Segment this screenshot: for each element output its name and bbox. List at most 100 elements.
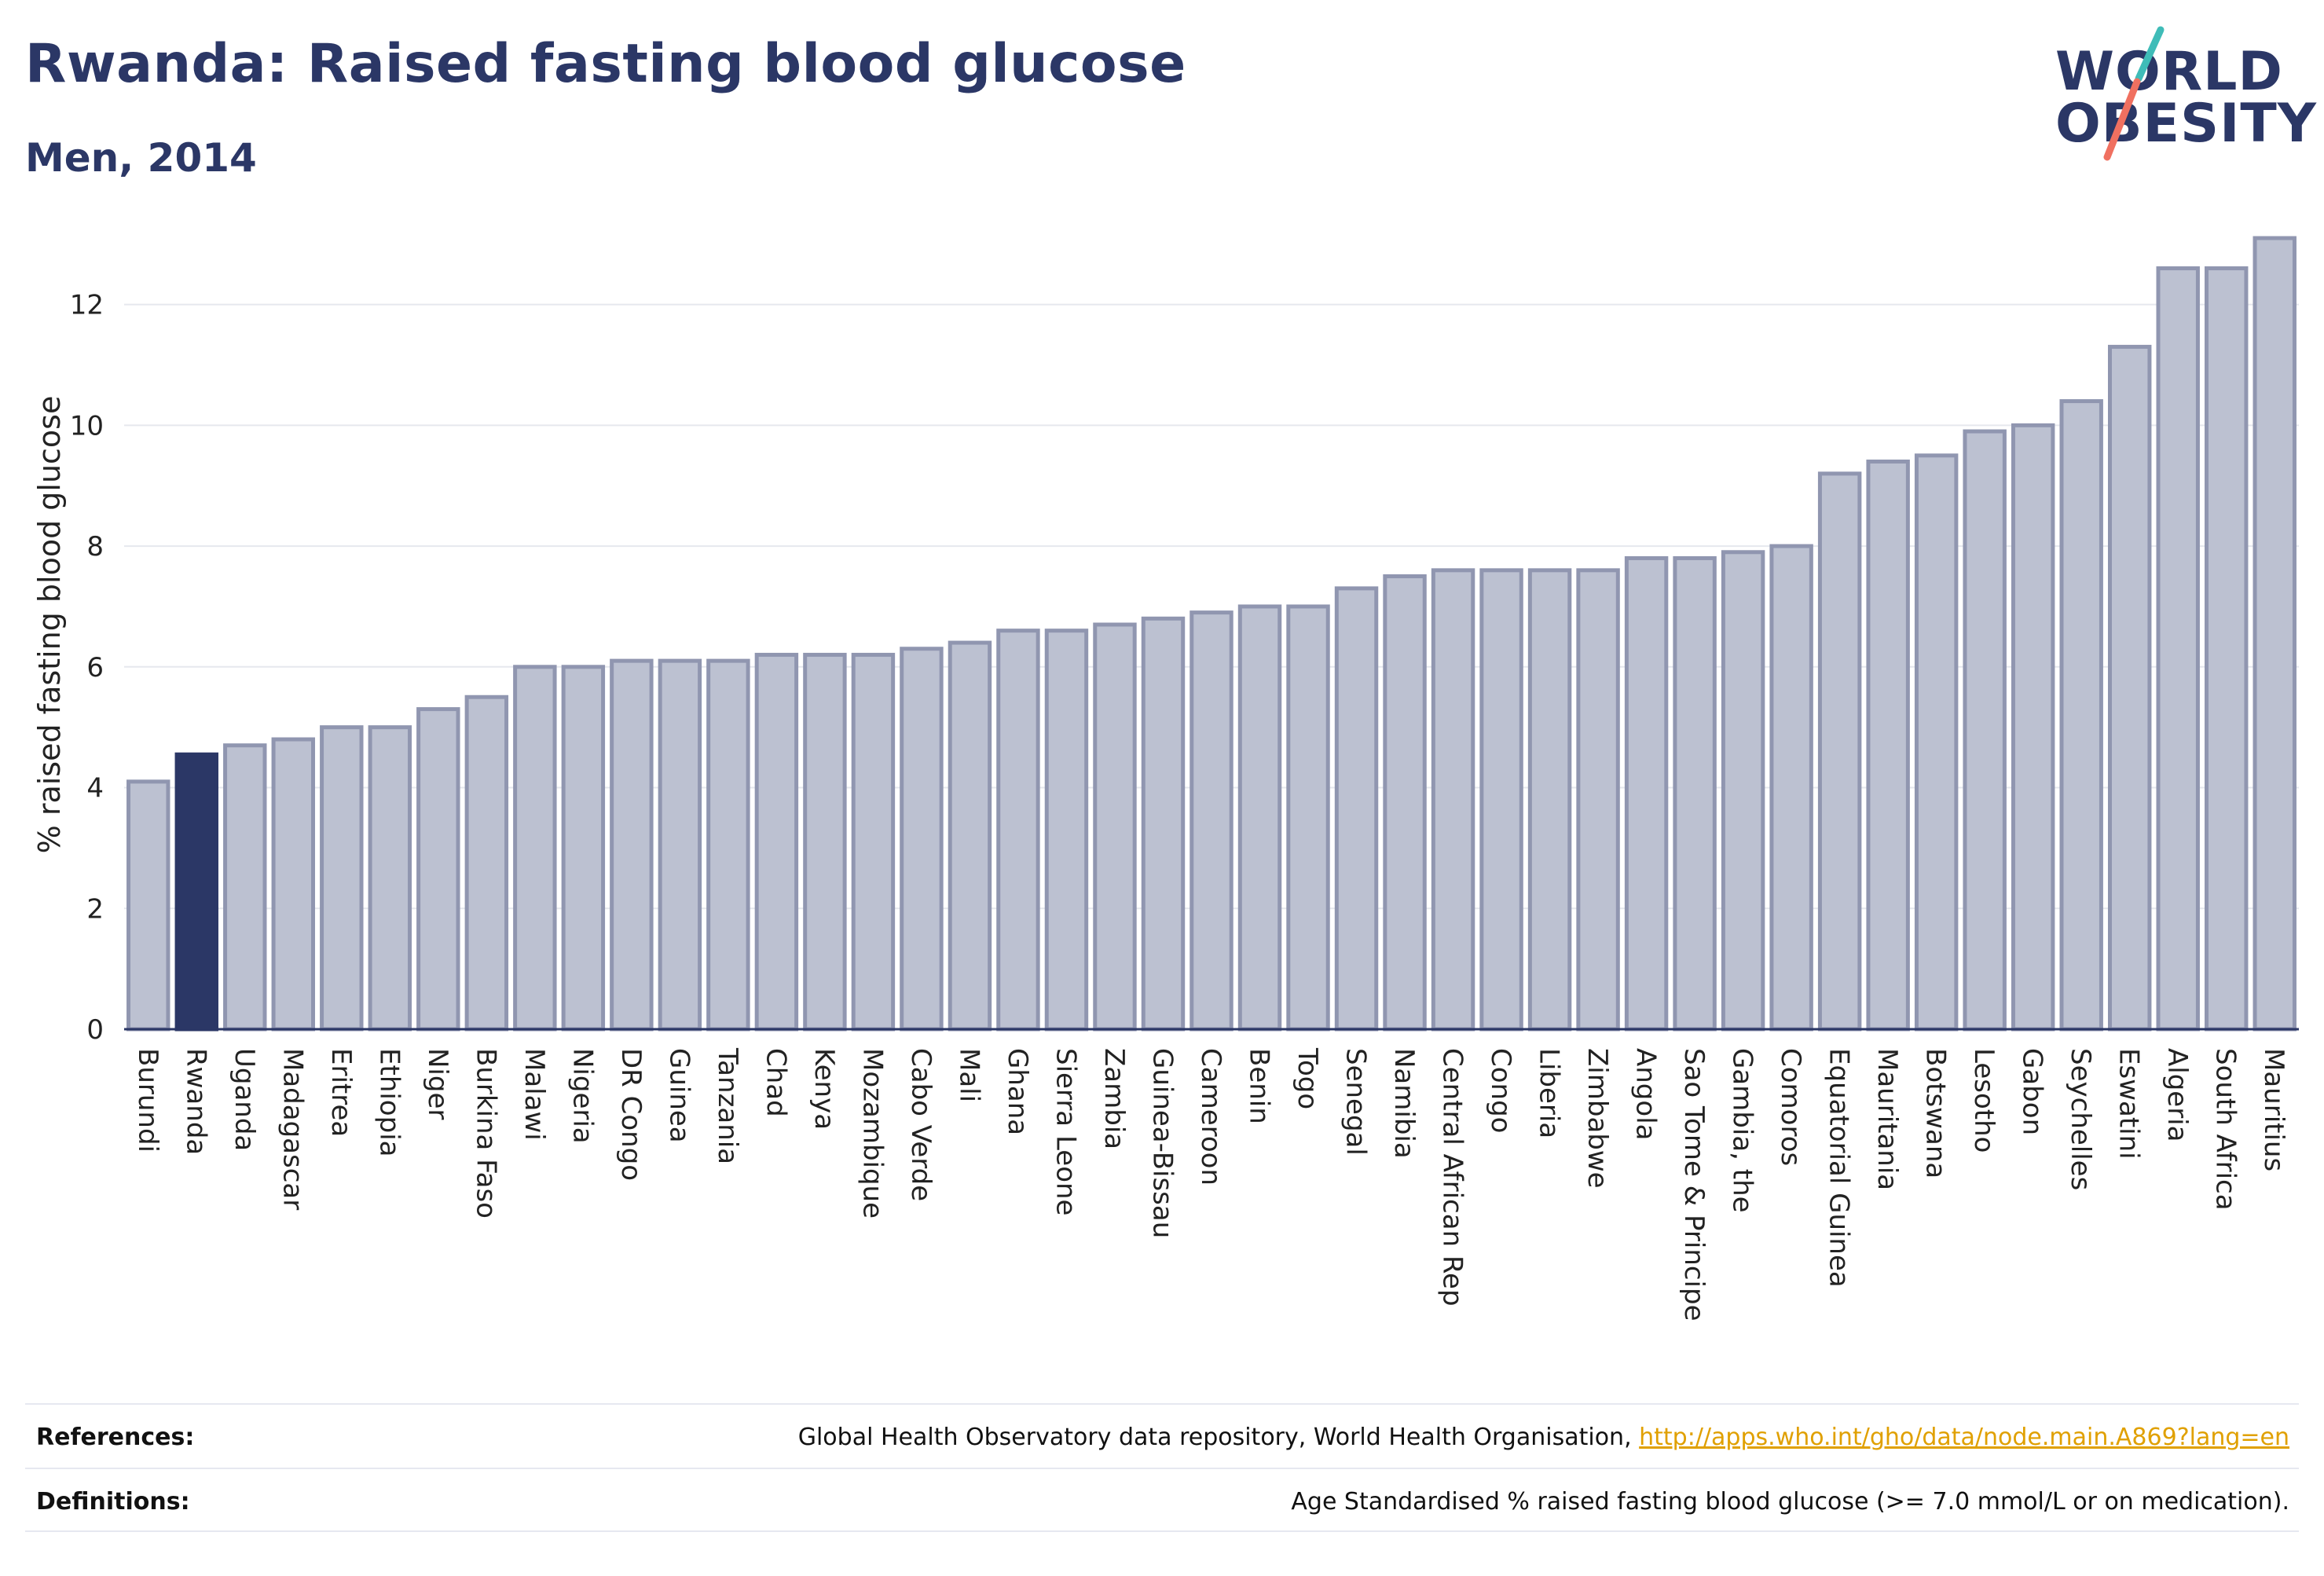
x-tick-label: Uganda — [229, 1048, 260, 1151]
bar — [320, 725, 364, 1032]
x-tick-label: Gabon — [2017, 1048, 2048, 1135]
bar — [1963, 429, 2007, 1032]
bar — [416, 707, 460, 1032]
y-tick-label: 4 — [86, 773, 104, 804]
bar — [1093, 622, 1137, 1032]
bar — [706, 658, 750, 1032]
x-tick-label: Central African Rep — [1437, 1048, 1468, 1307]
y-tick-label: 12 — [70, 290, 104, 321]
x-tick-label: Botswana — [1920, 1048, 1952, 1178]
bar — [1237, 604, 1282, 1032]
references-value: Global Health Observatory data repositor… — [798, 1424, 2289, 1451]
x-tick-label: Mozambique — [856, 1048, 888, 1219]
world-obesity-logo[interactable]: WORLD OBESITY — [2043, 24, 2316, 165]
references-link[interactable]: http://apps.who.int/gho/data/node.main.A… — [1639, 1424, 2289, 1451]
bar — [996, 629, 1040, 1032]
bar — [1527, 568, 1572, 1032]
bar — [803, 652, 847, 1032]
x-tick-label: Cabo Verde — [905, 1048, 937, 1201]
bar — [1721, 550, 1765, 1032]
bar — [1576, 568, 1620, 1032]
x-tick-label: DR Congo — [615, 1048, 647, 1181]
x-tick-label: Madagascar — [277, 1048, 308, 1210]
bar — [658, 658, 702, 1032]
x-tick-label: Senegal — [1340, 1048, 1372, 1156]
x-tick-label: Chad — [760, 1048, 791, 1117]
x-tick-label: Eswatini — [2113, 1048, 2145, 1160]
x-tick-label: Mali — [953, 1048, 984, 1102]
x-tick-label: Algeria — [2161, 1048, 2193, 1142]
bar — [1286, 604, 1330, 1032]
chart-subtitle: Men, 2014 — [25, 135, 257, 181]
x-tick-label: Comoros — [1775, 1048, 1806, 1166]
y-tick-label: 0 — [86, 1014, 104, 1046]
bar — [1817, 471, 1862, 1032]
x-tick-label: Rwanda — [180, 1048, 211, 1155]
x-tick-label: Burundi — [132, 1048, 163, 1153]
logo-word-world: WORLD — [2055, 41, 2283, 103]
x-tick-label: Namibia — [1388, 1048, 1420, 1159]
bar — [851, 652, 896, 1032]
bar — [464, 695, 509, 1032]
bar — [1334, 586, 1379, 1032]
bar — [948, 640, 992, 1032]
bar — [1044, 629, 1089, 1032]
footer-divider — [25, 1403, 2299, 1405]
bar — [2205, 266, 2249, 1032]
x-tick-label: Tanzania — [712, 1047, 743, 1164]
bar — [368, 725, 412, 1032]
bar — [1141, 616, 1186, 1032]
x-tick-label: Zimbabwe — [1582, 1048, 1613, 1189]
bar — [2059, 399, 2103, 1032]
y-tick-label: 8 — [86, 531, 104, 563]
logo-word-obesity: OBESITY — [2055, 93, 2317, 155]
bar — [2253, 236, 2297, 1032]
x-tick-label: Sierra Leone — [1050, 1048, 1081, 1215]
bar — [2107, 344, 2152, 1032]
x-tick-label: Congo — [1485, 1048, 1516, 1133]
bar-highlight — [174, 752, 218, 1032]
x-tick-label: Liberia — [1534, 1048, 1565, 1138]
bar — [2011, 423, 2055, 1032]
x-tick-label: Equatorial Guinea — [1824, 1048, 1855, 1288]
footer-divider — [25, 1468, 2299, 1469]
x-tick-label: Zambia — [1098, 1048, 1130, 1149]
y-tick-label: 2 — [86, 893, 104, 925]
bar — [900, 647, 944, 1032]
x-tick-label: Sao Tome & Principe — [1678, 1048, 1710, 1321]
logo-slash-coral — [2103, 78, 2141, 161]
x-tick-label: Mauritania — [1871, 1048, 1903, 1190]
y-axis-label: % raised fasting blood glucose — [32, 396, 67, 854]
bar — [271, 737, 316, 1032]
bar — [1673, 555, 1717, 1032]
definitions-value: Age Standardised % raised fasting blood … — [1291, 1488, 2289, 1516]
x-tick-label: Niger — [422, 1048, 453, 1120]
x-tick-label: Nigeria — [566, 1048, 598, 1144]
bar-chart: 0 2 4 6 8 10 12 % raised fasting blood glucose B… — [32, 236, 2299, 1321]
x-tick-label: Lesotho — [1968, 1048, 2000, 1153]
logo-slash-teal — [2135, 26, 2165, 82]
x-tick-label: Guinea — [663, 1048, 695, 1143]
x-tick-label: Kenya — [808, 1048, 840, 1130]
bar — [1431, 568, 1475, 1032]
x-tick-label: Benin — [1244, 1048, 1275, 1124]
x-tick-label: Ethiopia — [373, 1048, 405, 1156]
y-tick-label: 10 — [70, 410, 104, 442]
y-tick-label: 6 — [86, 652, 104, 684]
bar — [1383, 574, 1427, 1032]
logo-slash-icon — [2103, 26, 2165, 161]
footer-divider — [25, 1530, 2299, 1532]
x-tick-label: Guinea-Bissau — [1146, 1048, 1178, 1238]
bar — [1914, 453, 1959, 1032]
chart-title: Rwanda: Raised fasting blood glucose — [25, 33, 1186, 95]
x-tick-label: Malawi — [519, 1048, 550, 1141]
bar — [1479, 568, 1523, 1032]
x-tick-label: Togo — [1292, 1047, 1323, 1109]
bar — [561, 665, 606, 1032]
x-tick-label: Eritrea — [325, 1048, 357, 1137]
bar — [2156, 266, 2200, 1032]
x-tick-label: South Africa — [2210, 1048, 2242, 1211]
bar — [126, 779, 170, 1032]
bar — [610, 658, 654, 1032]
x-tick-label: Gambia, the — [1727, 1048, 1758, 1213]
